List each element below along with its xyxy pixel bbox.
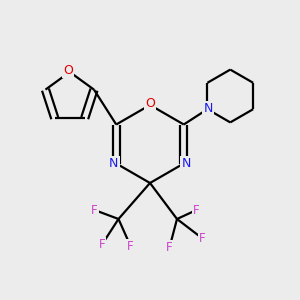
Text: F: F: [99, 238, 105, 251]
Text: F: F: [199, 232, 206, 245]
Text: F: F: [91, 203, 98, 217]
Text: F: F: [127, 239, 134, 253]
Text: F: F: [166, 241, 173, 254]
Text: N: N: [109, 157, 119, 170]
Text: N: N: [182, 157, 191, 170]
Text: O: O: [63, 64, 73, 77]
Text: O: O: [145, 97, 155, 110]
Text: F: F: [193, 203, 200, 217]
Text: N: N: [203, 102, 213, 115]
